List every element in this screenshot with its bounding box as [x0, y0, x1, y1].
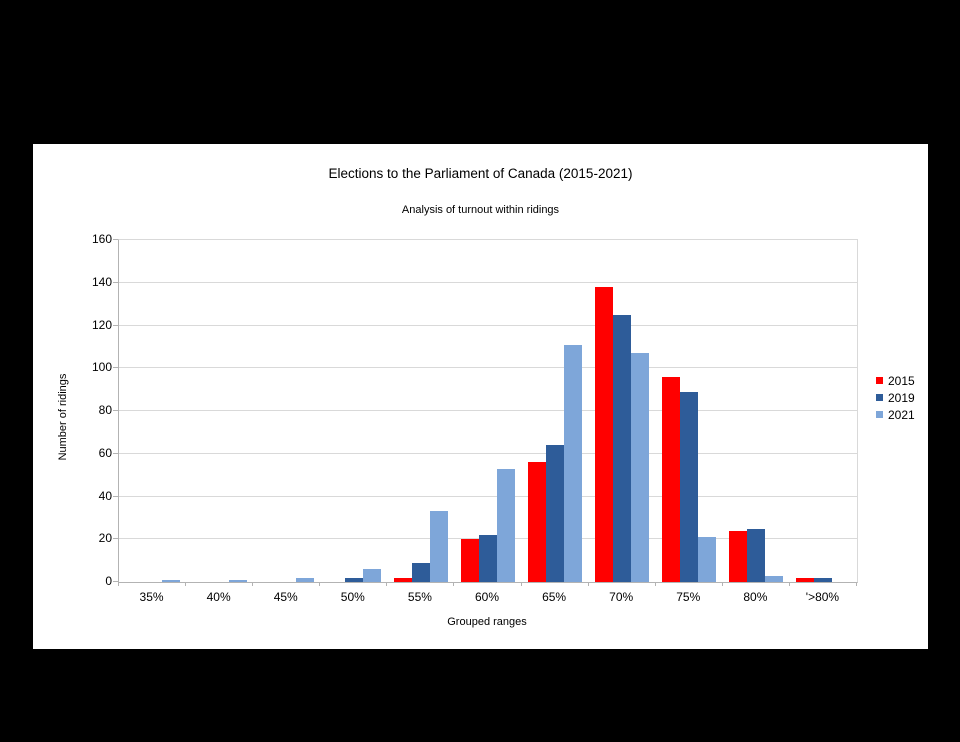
x-axis-title: Grouped ranges	[447, 616, 527, 628]
legend-swatch-icon	[876, 394, 883, 401]
x-axis-label: 50%	[340, 590, 365, 604]
bar-2019-55	[411, 562, 430, 582]
bar-2021-40	[228, 579, 247, 582]
chart: Elections to the Parliament of Canada (2…	[33, 144, 928, 649]
bar-2021-80	[765, 575, 784, 582]
legend-swatch-icon	[876, 411, 883, 418]
y-axis-label: 60	[98, 445, 112, 460]
x-axis-tick	[520, 582, 522, 586]
y-axis-tick	[113, 495, 118, 497]
x-axis-label: 40%	[206, 590, 231, 604]
bar-2019-75	[680, 391, 699, 582]
x-axis-label: 55%	[407, 590, 432, 604]
bar-2021-70	[631, 353, 650, 582]
y-axis-tick	[113, 452, 118, 454]
bar-2015-55	[393, 577, 412, 582]
x-axis-tick	[386, 582, 388, 586]
bar-2021-75	[698, 537, 717, 582]
bar-2015-65	[528, 462, 547, 582]
bar-2015-75	[662, 376, 681, 582]
bar-2019-80	[747, 528, 766, 582]
chart-subtitle: Analysis of turnout within ridings	[401, 204, 560, 216]
y-axis-tick	[113, 581, 118, 582]
bar-2021-35	[161, 579, 180, 582]
y-axis-label: 0	[105, 574, 112, 588]
x-axis-tick	[185, 582, 187, 586]
x-axis-tick	[453, 582, 455, 586]
plot-area	[118, 239, 858, 583]
bar-2015-80	[729, 530, 748, 582]
bar-2019-50	[344, 577, 363, 582]
bar-2021-50	[362, 569, 381, 582]
y-axis-label: 100	[91, 360, 112, 375]
bar-2021-65	[564, 344, 583, 582]
gridline	[119, 367, 857, 369]
x-axis-label: 80%	[743, 590, 768, 604]
x-axis-label: 75%	[676, 590, 701, 604]
y-axis-label: 20	[98, 531, 112, 546]
bar-2019-80	[814, 577, 833, 582]
legend-item-2015: 2015	[876, 372, 915, 389]
y-axis-tick	[113, 410, 118, 411]
y-axis-label: 40	[98, 488, 112, 503]
x-axis-label: '>80%	[805, 590, 840, 604]
x-axis-tick	[856, 582, 857, 586]
y-axis-label: 80	[98, 403, 112, 417]
x-axis-tick	[319, 582, 321, 586]
gridline	[119, 410, 857, 411]
gridline	[119, 324, 857, 326]
x-axis-label: 70%	[609, 590, 634, 604]
y-axis-label: 160	[91, 232, 112, 246]
bar-2021-55	[429, 511, 448, 582]
x-axis-tick	[587, 582, 589, 586]
x-axis-label: 45%	[273, 590, 298, 604]
x-axis-tick	[721, 582, 723, 586]
x-axis-tick	[788, 582, 790, 586]
bar-2021-60	[497, 468, 515, 582]
x-axis-tick	[118, 582, 119, 586]
y-axis-label: 120	[91, 317, 112, 332]
x-axis-label: 35%	[139, 590, 164, 604]
x-axis-label: 60%	[474, 590, 500, 604]
bar-2015-80	[796, 577, 815, 582]
y-axis-tick	[113, 324, 118, 326]
x-axis-tick	[654, 582, 656, 586]
y-axis-title: Number of ridings	[57, 373, 69, 461]
chart-legend: 2015 2019 2021	[876, 372, 915, 423]
gridline	[119, 281, 857, 283]
x-axis-tick	[252, 582, 254, 586]
y-axis-label: 140	[91, 274, 112, 289]
bar-2015-60	[461, 539, 479, 582]
gridline	[119, 495, 857, 497]
y-axis-tick	[113, 239, 118, 240]
gridline	[119, 452, 857, 454]
legend-label: 2019	[888, 390, 915, 405]
chart-title: Elections to the Parliament of Canada (2…	[328, 166, 633, 181]
bar-2019-60	[479, 534, 497, 582]
bar-2021-45	[295, 577, 314, 582]
y-axis-tick	[113, 281, 118, 283]
y-axis-tick	[113, 538, 118, 540]
x-axis-label: 65%	[542, 590, 567, 604]
legend-label: 2015	[888, 373, 915, 388]
bar-2015-70	[595, 287, 614, 582]
legend-item-2019: 2019	[876, 389, 915, 406]
legend-swatch-icon	[876, 377, 883, 384]
legend-item-2021: 2021	[876, 406, 915, 423]
bar-2019-70	[613, 314, 632, 582]
bar-2019-65	[546, 445, 565, 582]
y-axis-tick	[113, 367, 118, 369]
legend-label: 2021	[888, 407, 915, 422]
